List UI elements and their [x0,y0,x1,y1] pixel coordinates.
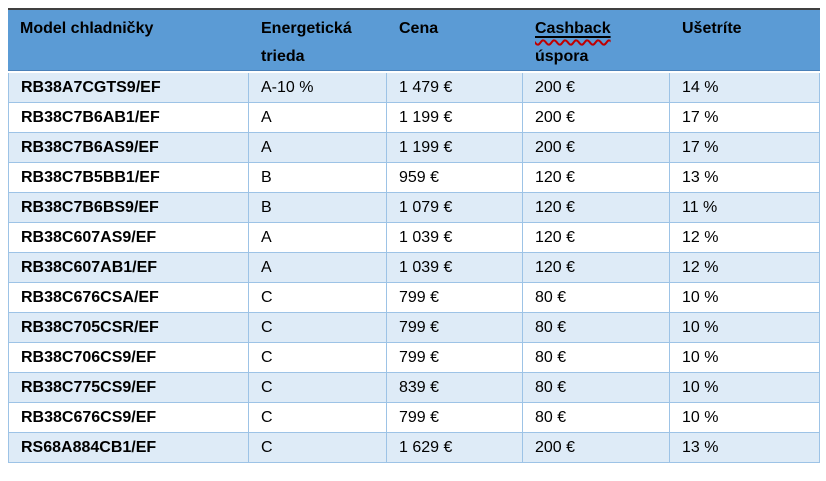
table-row: RB38C676CS9/EF C 799 €80 €10 % [8,403,820,433]
cell-energy-class: B [249,193,387,223]
cell-price: 1 629 € [387,433,523,463]
cell-price: 799 € [387,283,523,313]
cell-savings: 17 % [670,103,820,133]
header-line: Cashback [535,15,666,43]
document-page: Model chladničky Energetická trieda Cena Cas… [0,8,826,481]
cell-model: RB38C706CS9/EF [8,343,249,373]
cell-cashback: 80 € [523,343,670,373]
table-row: RB38C7B6AB1/EF A 1 199 €200 €17 % [8,103,820,133]
table-row: RB38C7B6AS9/EF A 1 199 €200 €17 % [8,133,820,163]
cell-energy-class: A [249,133,387,163]
cell-model: RB38C7B6AS9/EF [8,133,249,163]
header-cell-cashback: Cashback úspora [523,8,670,73]
cell-savings: 10 % [670,373,820,403]
cell-cashback: 200 € [523,103,670,133]
header-cell-model: Model chladničky [8,8,249,73]
cell-energy-class: A-10 % [249,73,387,103]
cell-savings: 14 % [670,73,820,103]
cell-cashback: 120 € [523,253,670,283]
cell-energy-class: C [249,403,387,433]
cell-cashback: 200 € [523,73,670,103]
table-row: RB38C676CSA/EF C 799 €80 €10 % [8,283,820,313]
cell-energy-class: C [249,373,387,403]
cell-energy-class: C [249,433,387,463]
table-row: RB38C607AB1/EF A 1 039 €120 €12 % [8,253,820,283]
cell-savings: 10 % [670,343,820,373]
cell-cashback: 80 € [523,373,670,403]
cell-model: RB38C7B6BS9/EF [8,193,249,223]
table-row: RB38C7B6BS9/EF B 1 079 €120 €11 % [8,193,820,223]
cell-energy-class: A [249,223,387,253]
cell-model: RB38C7B6AB1/EF [8,103,249,133]
cell-cashback: 120 € [523,163,670,193]
header-cell-price: Cena [387,8,523,73]
table-row: RS68A884CB1/EF C 1 629 €200 €13 % [8,433,820,463]
header-line: Model chladničky [20,20,154,37]
cell-cashback: 120 € [523,223,670,253]
cell-price: 1 479 € [387,73,523,103]
cell-savings: 10 % [670,403,820,433]
cell-energy-class: A [249,103,387,133]
header-line: Ušetríte [682,20,742,37]
table-row: RB38A7CGTS9/EF A-10 % 1 479 €200 €14 % [8,73,820,103]
cell-model: RB38A7CGTS9/EF [8,73,249,103]
cell-savings: 10 % [670,313,820,343]
header-cell-savings: Ušetríte [670,8,820,73]
cashback-table: Model chladničky Energetická trieda Cena Cas… [8,8,820,463]
table-header-row: Model chladničky Energetická trieda Cena Cas… [8,8,820,73]
table-row: RB38C775CS9/EF C 839 €80 €10 % [8,373,820,403]
cell-energy-class: B [249,163,387,193]
cell-energy-class: C [249,343,387,373]
cell-price: 799 € [387,313,523,343]
cell-price: 1 039 € [387,253,523,283]
cell-savings: 10 % [670,283,820,313]
cell-price: 1 199 € [387,133,523,163]
cell-model: RB38C607AS9/EF [8,223,249,253]
cell-price: 799 € [387,403,523,433]
cell-price: 839 € [387,373,523,403]
cell-price: 1 199 € [387,103,523,133]
table-body: RB38A7CGTS9/EF A-10 % 1 479 €200 €14 % RB38… [8,73,820,463]
table-row: RB38C7B5BB1/EF B 959 €120 €13 % [8,163,820,193]
header-line: úspora [535,48,589,65]
misspelled-word-squiggle: Cashback [535,20,611,37]
cell-price: 959 € [387,163,523,193]
cell-savings: 12 % [670,253,820,283]
cell-energy-class: A [249,253,387,283]
cell-model: RB38C676CS9/EF [8,403,249,433]
table-row: RB38C607AS9/EF A 1 039 €120 €12 % [8,223,820,253]
cell-cashback: 120 € [523,193,670,223]
cell-price: 1 039 € [387,223,523,253]
cell-savings: 13 % [670,163,820,193]
cell-price: 1 079 € [387,193,523,223]
cell-cashback: 80 € [523,403,670,433]
cell-price: 799 € [387,343,523,373]
header-line: trieda [261,48,305,65]
cell-savings: 13 % [670,433,820,463]
cell-model: RB38C607AB1/EF [8,253,249,283]
header-line: Cena [399,20,439,37]
cell-savings: 11 % [670,193,820,223]
underlined-header-text: Cashback [535,20,611,37]
cell-cashback: 200 € [523,133,670,163]
cell-model: RB38C676CSA/EF [8,283,249,313]
cell-energy-class: C [249,283,387,313]
cell-cashback: 80 € [523,313,670,343]
header-cell-energy: Energetická trieda [249,8,387,73]
cell-cashback: 80 € [523,283,670,313]
cell-model: RB38C7B5BB1/EF [8,163,249,193]
table-row: RB38C705CSR/EF C 799 €80 €10 % [8,313,820,343]
table-header: Model chladničky Energetická trieda Cena Cas… [8,8,820,73]
cell-energy-class: C [249,313,387,343]
cell-savings: 12 % [670,223,820,253]
cell-savings: 17 % [670,133,820,163]
cell-model: RB38C705CSR/EF [8,313,249,343]
cell-model: RB38C775CS9/EF [8,373,249,403]
cell-model: RS68A884CB1/EF [8,433,249,463]
cell-cashback: 200 € [523,433,670,463]
table-row: RB38C706CS9/EF C 799 €80 €10 % [8,343,820,373]
header-line: Energetická [261,20,352,37]
